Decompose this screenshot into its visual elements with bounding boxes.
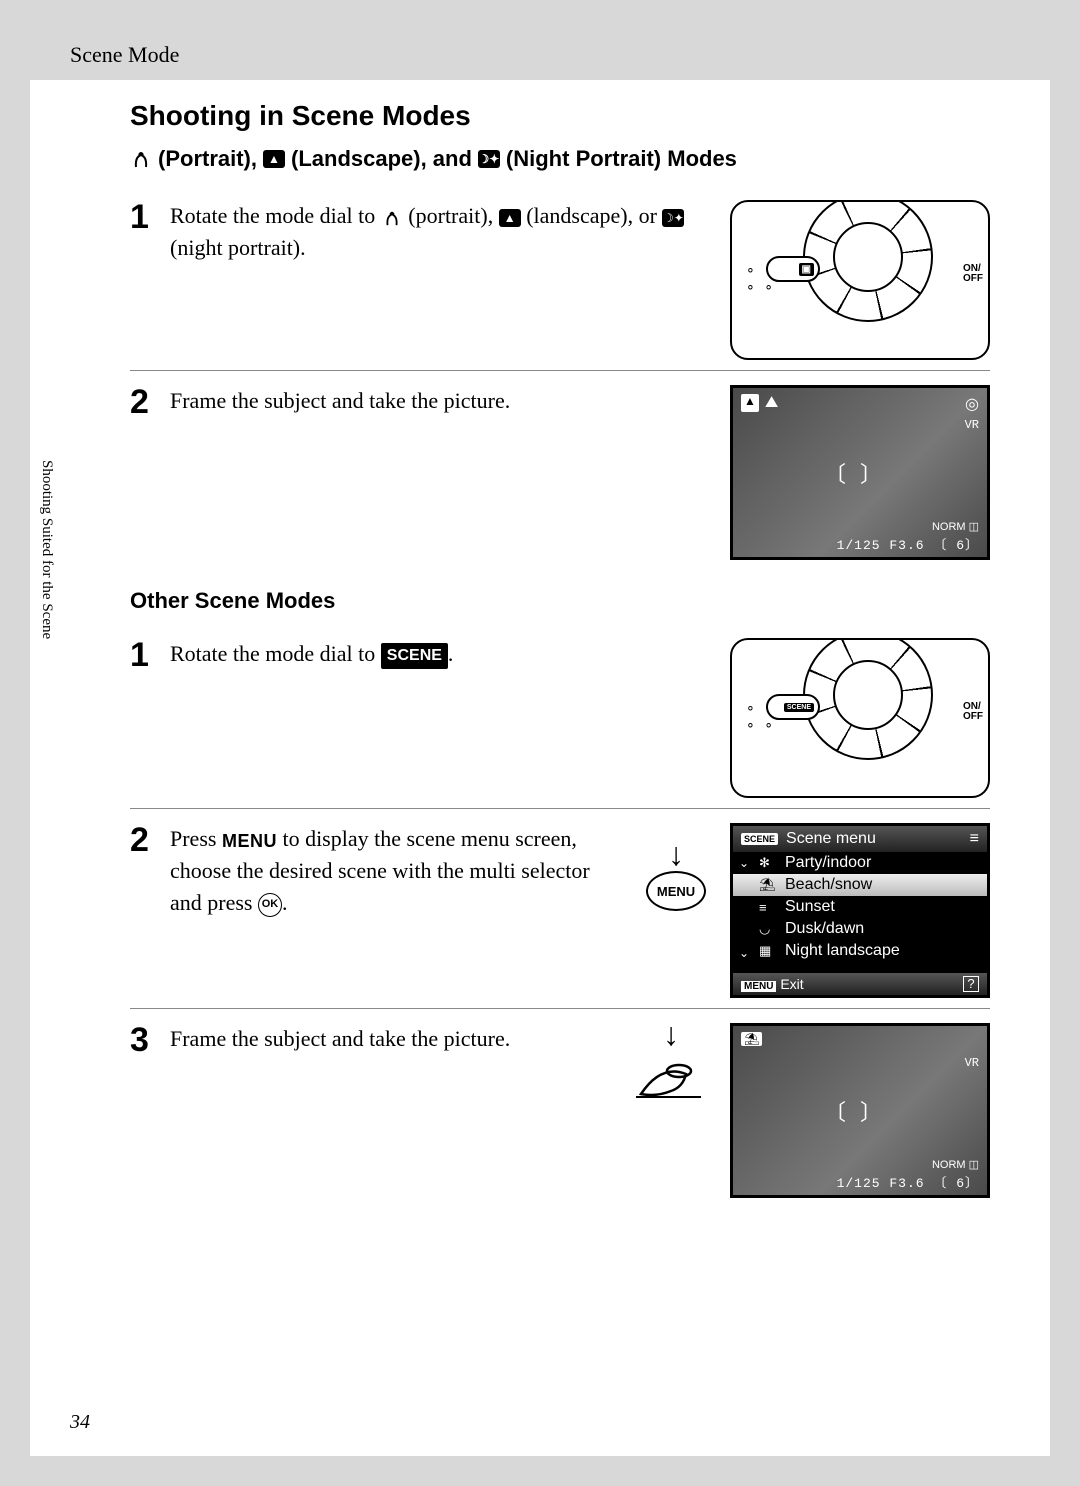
- mode-dial-illustration: ∘ ∘∘ ∘ SCENE ON/ OFF: [730, 638, 990, 798]
- section-1-title-a: (Portrait),: [158, 146, 257, 172]
- down-arrow-icon: ↓: [668, 843, 684, 865]
- header-breadcrumb: Scene Mode: [30, 30, 1050, 80]
- step-text: Press MENU to display the scene menu scr…: [170, 823, 626, 919]
- page-title: Shooting in Scene Modes: [130, 100, 990, 132]
- mode-dial-illustration: ∘ ∘∘ ∘ ▣ ON/ OFF: [730, 200, 990, 360]
- step-row: 1 Rotate the mode dial to SCENE. ∘ ∘∘ ∘ …: [130, 624, 990, 808]
- dial-selection-badge: ▣: [799, 263, 814, 276]
- landscape-icon: ▲: [263, 150, 285, 168]
- menu-button-illustration: ↓ MENU: [636, 843, 716, 911]
- night-portrait-icon: ☽✦: [662, 209, 684, 227]
- scene-menu-item-label: Beach/snow: [785, 876, 872, 894]
- step-row: 3 Frame the subject and take the picture…: [130, 1008, 990, 1208]
- mountain-icon: ⛰: [765, 394, 778, 412]
- scene-menu-item: ◡ Dusk/dawn: [733, 918, 987, 940]
- focus-brackets: 〔〕: [824, 457, 896, 489]
- lcd-illustration: ⛱ VR 〔〕 NORM ◫ 1/125 F3.6 〔 6〕: [730, 1023, 990, 1198]
- exposure-readout: 1/125 F3.6 〔 6〕: [733, 534, 987, 553]
- party-icon: ✻: [759, 855, 777, 871]
- portrait-icon: [130, 149, 152, 169]
- step-row: 2 Frame the subject and take the picture…: [130, 370, 990, 570]
- menu-badge-icon: MENU: [741, 981, 776, 992]
- portrait-icon: [381, 208, 403, 228]
- on-off-label: ON/ OFF: [963, 264, 983, 284]
- page-number: 34: [70, 1411, 90, 1434]
- scene-menu-item-label: Sunset: [785, 898, 835, 916]
- scene-menu-item-label: Night landscape: [785, 942, 900, 960]
- section-tab: [0, 410, 30, 710]
- on-off-label: ON/ OFF: [963, 702, 983, 722]
- step-text: Frame the subject and take the picture.: [170, 1023, 616, 1055]
- night-portrait-icon: ☽✦: [478, 150, 500, 168]
- scene-menu-footer: MENU Exit ?: [733, 973, 987, 995]
- beach-icon: ⛱: [759, 877, 777, 893]
- help-icon: ?: [963, 976, 979, 992]
- vr-indicator: VR: [965, 1056, 979, 1070]
- menu-label: MENU: [222, 831, 277, 851]
- step-text: Rotate the mode dial to (portrait), ▲ (l…: [170, 200, 720, 264]
- scene-label-icon: SCENE: [381, 643, 448, 668]
- scene-menu-header: SCENE Scene menu ≡: [733, 826, 987, 852]
- section-1-heading: (Portrait), ▲ (Landscape), and ☽✦ (Night…: [130, 146, 990, 172]
- step-text: Rotate the mode dial to SCENE.: [170, 638, 720, 670]
- step-row: 2 Press MENU to display the scene menu s…: [130, 808, 990, 1008]
- focus-brackets: 〔〕: [824, 1095, 896, 1127]
- beach-mode-icon: ⛱: [741, 1032, 762, 1046]
- chevron-down-icon: ⌄: [739, 946, 749, 960]
- exposure-readout: 1/125 F3.6 〔 6〕: [733, 1172, 987, 1191]
- ok-button-icon: OK: [258, 893, 282, 917]
- down-arrow-icon: ↓: [663, 1023, 679, 1045]
- scene-menu-item: ⌄ ▦ Night landscape: [733, 940, 987, 962]
- scene-menu-item-selected: ⛱ Beach/snow: [733, 874, 987, 896]
- step-row: 1 Rotate the mode dial to (portrait), ▲ …: [130, 186, 990, 370]
- nightlandscape-icon: ▦: [759, 943, 777, 959]
- target-icon: ◎: [965, 394, 979, 414]
- scene-menu-item: ⌄ ✻ Party/indoor: [733, 852, 987, 874]
- scene-menu-illustration: SCENE Scene menu ≡ ⌄ ✻ Party/indoor ⛱ Be…: [730, 823, 990, 998]
- section-vertical-label: Shooting Suited for the Scene: [38, 460, 55, 639]
- chevron-down-icon: ⌄: [739, 856, 749, 870]
- sunset-icon: ≡: [759, 900, 777, 915]
- landscape-mode-icon: ▲: [741, 394, 759, 412]
- dial-selection-badge: SCENE: [784, 703, 814, 712]
- menu-button: MENU: [646, 871, 706, 911]
- scene-menu-item-label: Party/indoor: [785, 854, 871, 872]
- section-2-heading: Other Scene Modes: [130, 588, 990, 614]
- scene-menu-item-label: Dusk/dawn: [785, 920, 864, 938]
- section-1-title-c: (Night Portrait) Modes: [506, 146, 737, 172]
- step-number: 2: [130, 385, 170, 419]
- vr-indicator: VR: [965, 418, 979, 432]
- step-number: 3: [130, 1023, 170, 1057]
- step-text: Frame the subject and take the picture.: [170, 385, 720, 417]
- lcd-illustration: ▲ ⛰ ◎ VR 〔〕 NORM ◫ 1/125 F3.6 〔 6〕: [730, 385, 990, 560]
- step-number: 2: [130, 823, 170, 857]
- norm-indicator: NORM: [932, 521, 966, 533]
- step-number: 1: [130, 638, 170, 672]
- landscape-icon: ▲: [499, 209, 521, 227]
- scene-badge-icon: SCENE: [741, 833, 778, 845]
- section-1-title-b: (Landscape), and: [291, 146, 472, 172]
- norm-indicator: NORM: [932, 1159, 966, 1171]
- dusk-icon: ◡: [759, 921, 777, 937]
- step-number: 1: [130, 200, 170, 234]
- shutter-press-illustration: ↓: [626, 1023, 716, 1099]
- scene-menu-item: ≡ Sunset: [733, 896, 987, 918]
